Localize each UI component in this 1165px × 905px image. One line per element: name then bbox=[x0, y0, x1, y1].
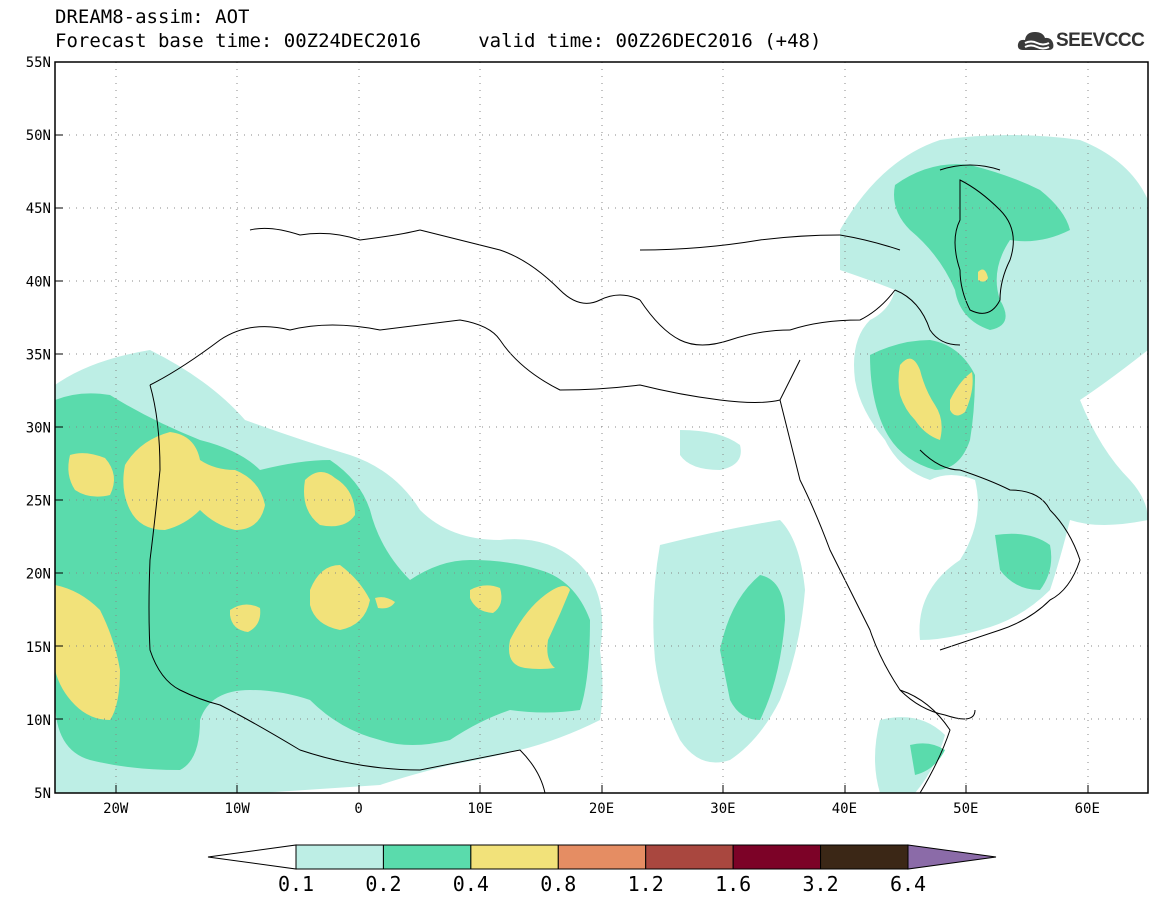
axis-ticks bbox=[55, 134, 1089, 793]
coastlines bbox=[148, 164, 1081, 793]
colorbar-high-extend bbox=[907, 844, 997, 870]
forecast-times: Forecast base time: 00Z24DEC2016 valid t… bbox=[55, 30, 822, 52]
colorbar-bin bbox=[732, 844, 822, 870]
colorbar bbox=[207, 844, 997, 870]
lon-label: 30E bbox=[710, 801, 735, 817]
colorbar-bin bbox=[470, 844, 559, 870]
seevccc-logo: SEEVCCC bbox=[1056, 30, 1145, 51]
colorbar-tick-label: 3.2 bbox=[802, 872, 839, 896]
lon-label: 60E bbox=[1075, 801, 1100, 817]
colorbar-tick-label: 0.8 bbox=[540, 872, 577, 896]
lon-label: 50E bbox=[953, 801, 978, 817]
lat-label: 25N bbox=[26, 494, 51, 510]
lat-label: 35N bbox=[26, 347, 51, 363]
colorbar-tick-label: 0.1 bbox=[277, 872, 315, 896]
lat-label: 40N bbox=[26, 274, 51, 290]
colorbar-tick-label: 6.4 bbox=[889, 872, 927, 896]
lat-label: 45N bbox=[26, 201, 51, 217]
colorbar-low-extend bbox=[207, 844, 297, 870]
colorbar-bin bbox=[557, 844, 647, 870]
colorbar-bin bbox=[645, 844, 734, 870]
colorbar-tick-label: 1.6 bbox=[715, 872, 752, 896]
lat-label: 20N bbox=[26, 567, 51, 583]
colorbar-bin bbox=[820, 844, 909, 870]
colorbar-tick-label: 0.2 bbox=[365, 872, 402, 896]
colorbar-tick-label: 1.2 bbox=[627, 872, 664, 896]
graticule bbox=[55, 62, 1148, 793]
lat-label: 30N bbox=[26, 421, 51, 437]
lat-label: 15N bbox=[26, 640, 51, 656]
lon-label: 10E bbox=[467, 801, 492, 817]
latitude-labels: 55N 50N 45N 40N 35N 30N 25N 20N 15N 10N 5N bbox=[26, 55, 51, 802]
lon-label: 40E bbox=[832, 801, 857, 817]
longitude-labels: 20W 10W 0 10E 20E 30E 40E 50E 60E bbox=[103, 801, 1100, 817]
lat-label: 55N bbox=[26, 55, 51, 71]
colorbar-bin bbox=[382, 844, 472, 870]
colorbar-bin bbox=[295, 844, 384, 870]
cloud-icon bbox=[1017, 32, 1054, 50]
lon-label: 10W bbox=[225, 801, 251, 817]
colorbar-tick-label: 0.4 bbox=[452, 872, 489, 896]
lat-label: 5N bbox=[34, 786, 51, 802]
lat-label: 50N bbox=[26, 128, 51, 144]
aot-field bbox=[55, 135, 1148, 793]
map-title: DREAM8-assim: AOT bbox=[55, 6, 250, 28]
aot-contour-0.4 bbox=[55, 269, 988, 720]
lon-label: 0 bbox=[354, 801, 362, 817]
lon-label: 20E bbox=[589, 801, 614, 817]
lon-label: 20W bbox=[103, 801, 129, 817]
lat-label: 10N bbox=[26, 713, 51, 729]
